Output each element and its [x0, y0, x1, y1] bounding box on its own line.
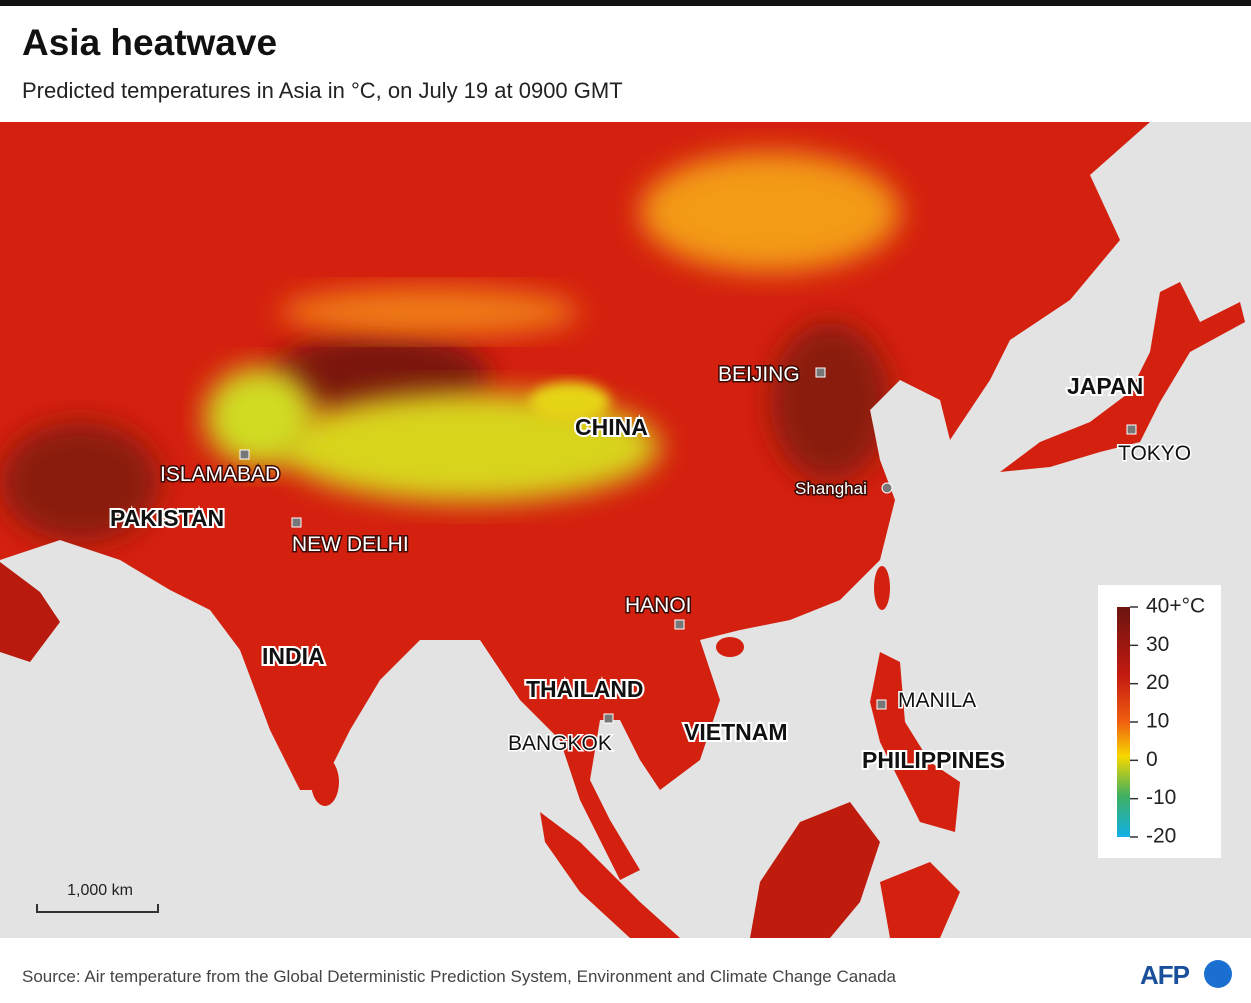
country-label: THAILAND: [526, 676, 644, 702]
city-marker: [239, 449, 250, 460]
country-label: PAKISTAN: [110, 505, 224, 531]
map: CHINA PAKISTAN INDIA THAILAND VIETNAM PH…: [0, 122, 1251, 938]
title: Asia heatwave: [22, 22, 278, 63]
temperature-field: [0, 152, 900, 542]
scale-line: [36, 904, 159, 913]
country-label: VIETNAM: [684, 719, 788, 745]
color-bar: [1117, 607, 1130, 837]
labels: CHINA PAKISTAN INDIA THAILAND VIETNAM PH…: [108, 362, 1193, 776]
city-label: MANILA: [898, 689, 976, 712]
top-bar: [0, 0, 1251, 6]
legend-tick-label: 40+°C: [1146, 595, 1205, 618]
legend-tick-label: 10: [1146, 710, 1169, 733]
cool-area: [280, 287, 580, 337]
legend: 40+°C 30 20 10 0 -10 -20: [1098, 585, 1221, 858]
subtitle: Predicted temperatures in Asia in °C, on…: [22, 78, 623, 103]
legend-tick-label: -10: [1146, 786, 1176, 809]
philippines: [870, 652, 960, 832]
scale-bar: 1,000 km: [36, 882, 159, 913]
cold-area: [205, 367, 315, 467]
city-label: ISLAMABAD: [160, 463, 280, 486]
cool-area: [640, 152, 900, 272]
country-label: INDIA: [262, 643, 325, 669]
legend-tick-label: 0: [1146, 748, 1158, 771]
warm-area: [0, 422, 160, 542]
legend-tick-label: -20: [1146, 825, 1176, 848]
city-marker: [815, 367, 826, 378]
city-marker: [674, 619, 685, 630]
city-marker: [881, 482, 893, 494]
city-label: Shanghai: [795, 479, 867, 498]
sri-lanka: [311, 758, 339, 806]
city-label: BANGKOK: [508, 732, 612, 755]
country-label: JAPAN: [1067, 373, 1143, 399]
legend-tick-label: 20: [1146, 671, 1169, 694]
taiwan: [874, 566, 890, 610]
source: Source: Air temperature from the Global …: [22, 967, 897, 986]
hainan: [716, 637, 744, 657]
logo: AFP: [1140, 960, 1190, 990]
warm-area: [770, 322, 890, 482]
city-label: HANOI: [625, 594, 692, 617]
sulawesi: [880, 862, 960, 938]
sumatra: [540, 812, 680, 938]
scale-label: 1,000 km: [67, 882, 133, 899]
country-label: PHILIPPINES: [862, 747, 1005, 773]
arabia: [0, 562, 60, 662]
city-label: TOKYO: [1118, 442, 1191, 465]
japan: [1000, 282, 1245, 472]
country-label: CHINA: [575, 414, 648, 440]
city-marker: [1126, 424, 1137, 435]
logo-mark: [1204, 960, 1232, 988]
city-label: NEW DELHI: [292, 533, 409, 556]
city-label: BEIJING: [718, 363, 800, 386]
city-marker: [603, 713, 614, 724]
cold-area: [530, 382, 610, 422]
city-marker: [291, 517, 302, 528]
city-marker: [876, 699, 887, 710]
borneo: [750, 802, 880, 938]
legend-tick-label: 30: [1146, 633, 1169, 656]
